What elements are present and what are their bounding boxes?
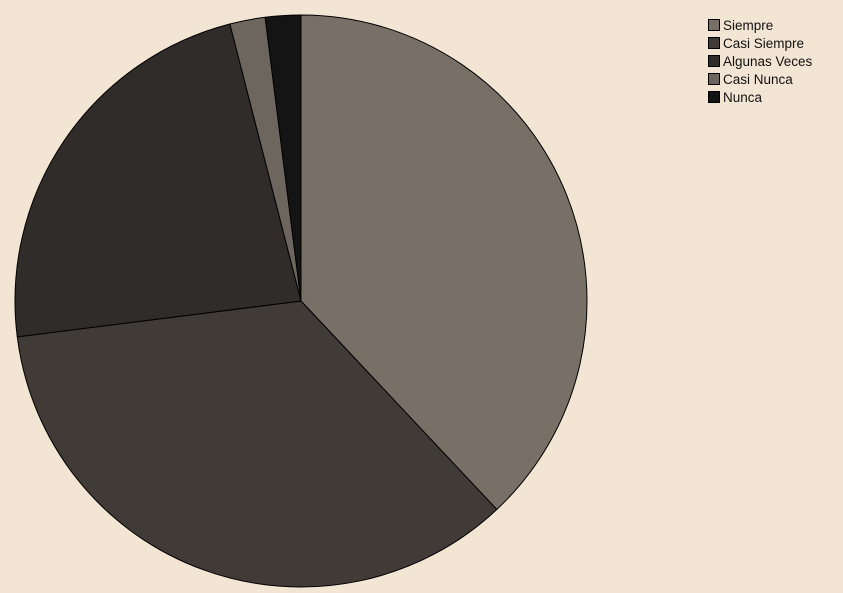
legend-swatch-nunca xyxy=(708,91,720,103)
legend-label-algunas-veces: Algunas Veces xyxy=(723,53,813,69)
legend-label-siempre: Siempre xyxy=(723,17,774,33)
legend-item-casi-siempre: Casi Siempre xyxy=(708,34,812,52)
legend: Siempre Casi Siempre Algunas Veces Casi … xyxy=(708,16,812,106)
legend-swatch-algunas-veces xyxy=(708,55,720,67)
legend-item-algunas-veces: Algunas Veces xyxy=(708,52,812,70)
legend-swatch-casi-nunca xyxy=(708,73,720,85)
pie-slice-siempre xyxy=(300,14,588,510)
legend-swatch-siempre xyxy=(708,19,720,31)
legend-swatch-casi-siempre xyxy=(708,37,720,49)
legend-item-nunca: Nunca xyxy=(708,88,812,106)
pie-slice-algunas-veces xyxy=(14,23,302,338)
pie-slice-nunca xyxy=(264,14,302,302)
pie-slice-casi-siempre xyxy=(16,300,498,588)
legend-label-casi-nunca: Casi Nunca xyxy=(723,71,793,87)
legend-item-casi-nunca: Casi Nunca xyxy=(708,70,812,88)
legend-item-siempre: Siempre xyxy=(708,16,812,34)
legend-label-casi-siempre: Casi Siempre xyxy=(723,35,805,51)
legend-label-nunca: Nunca xyxy=(723,89,763,105)
